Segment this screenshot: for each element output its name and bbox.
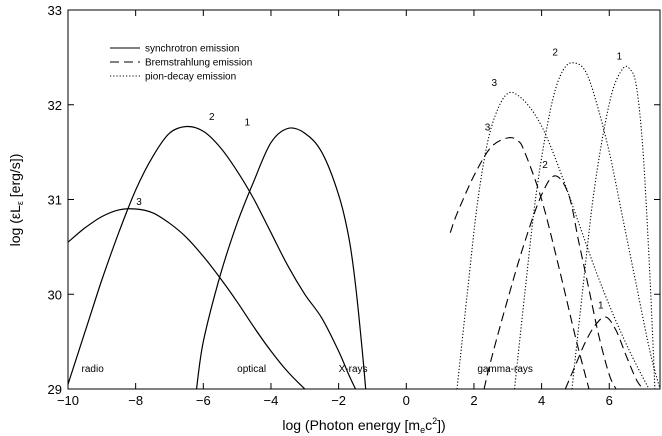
- band-label: radio: [82, 364, 105, 375]
- legend: synchrotron emission Bremstrahlung emissi…: [110, 44, 252, 83]
- y-label-part: [erg/s]): [7, 154, 23, 201]
- curve-label-dotted-2: 2: [552, 47, 558, 58]
- x-tick-label: 0: [403, 393, 410, 408]
- dotted-curve-1: [571, 65, 656, 389]
- band-label: gamma-rays: [477, 364, 533, 375]
- band-label: optical: [237, 364, 266, 375]
- band-label: X-rays: [339, 364, 368, 375]
- band-annotations: radio optical X-rays gamma-rays: [82, 364, 533, 375]
- x-tick-label: −2: [331, 393, 346, 408]
- x-label-sub: e: [420, 425, 425, 435]
- dotted-curve-2: [513, 62, 660, 389]
- x-tick-label: 4: [538, 393, 545, 408]
- curve-label-solid-3: 3: [136, 197, 142, 208]
- dashed-curve-2: [483, 175, 617, 389]
- dashed-curve-3: [449, 137, 590, 389]
- y-tick-label: 31: [48, 193, 62, 208]
- x-tick-label: −6: [196, 393, 211, 408]
- x-label-part: c: [425, 417, 432, 433]
- legend-label: synchrotron emission: [145, 44, 239, 55]
- x-tick-label: −4: [264, 393, 279, 408]
- solid-curve-1: [195, 127, 367, 389]
- legend-label: pion-decay emission: [145, 72, 236, 83]
- dotted-curve-3: [456, 91, 650, 389]
- curve-label-dotted-3: 3: [491, 78, 497, 89]
- y-tick-label: 33: [48, 3, 62, 18]
- y-axis-label: log (εLε [erg/s]): [7, 154, 25, 247]
- x-label-part: ]): [437, 417, 446, 433]
- y-tick-label: 30: [48, 287, 62, 302]
- x-tick-label: 6: [606, 393, 613, 408]
- curve-label-dotted-1: 1: [617, 51, 623, 62]
- y-label-sub: ε: [15, 201, 25, 205]
- curve-label-dashed-3: 3: [485, 122, 491, 133]
- x-label-sup: 2: [432, 416, 437, 426]
- curve-labels: 1 2 3 1 2 3 1 2 3: [136, 47, 622, 311]
- curves: [68, 62, 660, 389]
- curve-label-solid-1: 1: [245, 118, 251, 129]
- y-tick-label: 32: [48, 98, 62, 113]
- curve-label-dashed-1: 1: [598, 300, 604, 311]
- y-tick-label: 29: [48, 382, 62, 397]
- curve-label-dashed-2: 2: [542, 160, 548, 171]
- legend-label: Bremstrahlung emission: [145, 58, 252, 69]
- x-tick-label: 2: [470, 393, 477, 408]
- solid-curve-3: [68, 208, 306, 389]
- curve-label-solid-2: 2: [209, 112, 215, 123]
- x-axis-label: log (Photon energy [mec2]): [282, 416, 445, 435]
- solid-curve-2: [68, 125, 357, 389]
- x-tick-label: −8: [128, 393, 143, 408]
- dashed-curve-1: [564, 316, 644, 389]
- x-tick-label: −10: [57, 393, 79, 408]
